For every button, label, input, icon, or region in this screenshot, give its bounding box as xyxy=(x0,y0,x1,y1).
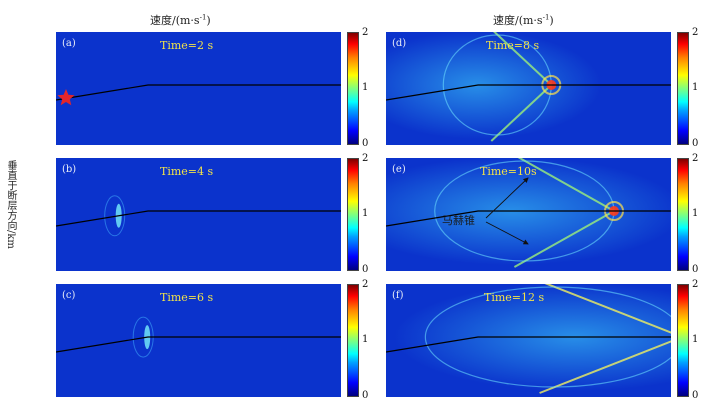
colorbar-f-max: 2 xyxy=(692,279,699,290)
colorbar-d xyxy=(677,32,689,145)
wave-front xyxy=(424,286,671,388)
colorbar-b-max: 2 xyxy=(362,153,369,164)
panel-d-plot xyxy=(386,32,671,145)
wavefield-background xyxy=(56,284,341,397)
hypocenter-star xyxy=(57,89,75,106)
panel-time-label: Time=2 s xyxy=(160,39,214,52)
colorbar-f xyxy=(677,284,689,397)
panel-letter: (a) xyxy=(62,38,76,49)
mach-cone-upper xyxy=(493,32,552,86)
panel-time-label: Time=4 s xyxy=(160,165,214,178)
colorbar-f-min: 0 xyxy=(692,390,699,401)
colorbar-d-min: 0 xyxy=(692,138,699,149)
mach-cone-upper xyxy=(517,158,615,212)
panel-letter: (b) xyxy=(62,164,77,175)
fault-trace xyxy=(386,210,671,227)
colorbar-a-min: 0 xyxy=(362,138,369,149)
mach-cone-label: 马赫锥 xyxy=(442,214,475,227)
colorbar-b xyxy=(347,158,359,271)
colorbar-c-min: 0 xyxy=(362,390,369,401)
panel-time-label: Time=8 s xyxy=(486,39,540,52)
left-column-title: 速度/(m·s-1) xyxy=(150,13,211,27)
wavefield-background xyxy=(56,32,341,145)
panel-letter: (d) xyxy=(392,38,407,49)
colorbar-e xyxy=(677,158,689,271)
panel-c: (c) Time=6 s xyxy=(56,284,341,397)
unit-exponent: -1 xyxy=(542,13,550,22)
colorbar-f-mid: 1 xyxy=(692,334,699,345)
panel-a: (a) Time=2 s xyxy=(56,32,341,145)
colorbar-a-mid: 1 xyxy=(362,82,369,93)
fault-trace xyxy=(56,210,341,227)
colorbar-e-min: 0 xyxy=(692,264,699,275)
fault-trace xyxy=(56,84,341,101)
fault-trace xyxy=(386,336,671,353)
panel-b: (b) Time=4 s xyxy=(56,158,341,271)
panel-f-plot xyxy=(386,284,671,397)
colorbar-b-min: 0 xyxy=(362,264,369,275)
colorbar-e-max: 2 xyxy=(692,153,699,164)
colorbar-b-mid: 1 xyxy=(362,208,369,219)
mach-cone-lower xyxy=(490,84,552,142)
colorbar-e-mid: 1 xyxy=(692,208,699,219)
colorbar-c xyxy=(347,284,359,397)
panel-time-label: Time=10s xyxy=(480,165,537,178)
mach-cone-lower xyxy=(513,210,615,268)
wavefield-background xyxy=(56,158,341,271)
panel-d: (d) Time=8 s xyxy=(386,32,671,145)
panel-a-plot xyxy=(56,32,341,145)
y-axis-label: 垂直于断层方向/km xyxy=(5,160,16,249)
fault-trace xyxy=(386,84,671,101)
panel-time-label: Time=6 s xyxy=(160,291,214,304)
wave-front xyxy=(104,195,126,237)
mach-arrow-upper xyxy=(485,177,529,219)
fault-trace xyxy=(56,336,341,353)
right-column-title: 速度/(m·s-1) xyxy=(493,13,554,27)
colorbar-a xyxy=(347,32,359,145)
mach-cone-lower xyxy=(539,340,671,394)
colorbar-c-mid: 1 xyxy=(362,334,369,345)
colorbar-d-mid: 1 xyxy=(692,82,699,93)
panel-letter: (c) xyxy=(62,290,76,301)
panel-b-plot xyxy=(56,158,341,271)
panel-time-label: Time=12 s xyxy=(484,291,545,304)
colorbar-d-max: 2 xyxy=(692,27,699,38)
panel-c-plot xyxy=(56,284,341,397)
mach-cone-upper xyxy=(544,284,671,334)
mach-arrow-lower xyxy=(485,221,529,245)
colorbar-a-max: 2 xyxy=(362,27,369,38)
panel-letter: (e) xyxy=(392,164,406,175)
panel-letter: (f) xyxy=(392,290,404,301)
unit-exponent: -1 xyxy=(199,13,207,22)
panel-f: (f) Time=12 s xyxy=(386,284,671,397)
panel-e-plot xyxy=(386,158,671,271)
colorbar-c-max: 2 xyxy=(362,279,369,290)
panel-e: (e) Time=10s 马赫锥 xyxy=(386,158,671,271)
